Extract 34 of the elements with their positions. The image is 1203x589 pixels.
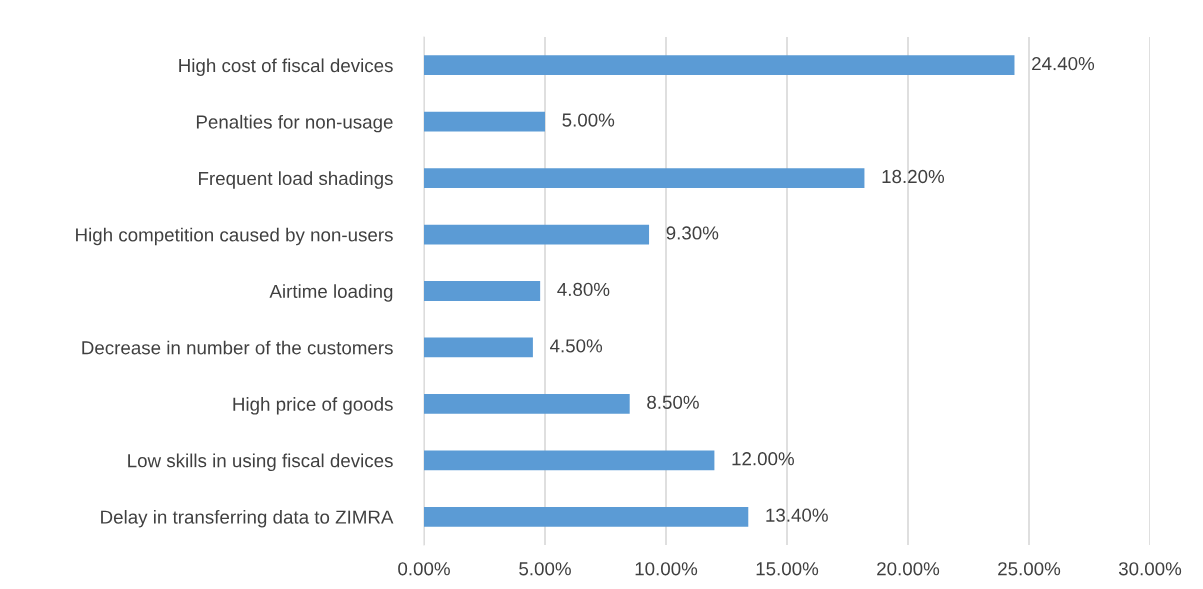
bar	[424, 337, 533, 358]
data-label: 4.50%	[550, 339, 603, 353]
x-tick-label: 20.00%	[877, 562, 940, 576]
bar	[424, 224, 650, 245]
x-tick-label: 5.00%	[519, 562, 571, 576]
x-tick-label: 10.00%	[635, 562, 698, 576]
y-tick-label: Airtime loading	[269, 284, 393, 302]
data-label: 8.50%	[647, 395, 699, 409]
bar	[424, 450, 715, 471]
bar	[424, 168, 865, 188]
bar	[424, 281, 541, 301]
x-tick-label: 30.00%	[1118, 562, 1182, 576]
data-label: 4.80%	[557, 282, 610, 297]
bar	[424, 111, 545, 132]
data-label: 24.40%	[1032, 56, 1095, 71]
bar	[424, 506, 749, 527]
y-tick-label: Penalties for non-usage	[196, 114, 393, 133]
y-tick-label: High competition caused by non-users	[76, 227, 393, 246]
data-label: 5.00%	[562, 113, 615, 127]
x-tick-label: 25.00%	[998, 562, 1061, 576]
y-tick-label: High cost of fiscal devices	[179, 58, 393, 76]
y-tick-label: High price of goods	[233, 397, 393, 415]
bar	[424, 55, 1015, 76]
data-label: 13.40%	[766, 508, 828, 522]
bar	[424, 394, 630, 414]
x-tick-label: 15.00%	[756, 562, 819, 576]
x-tick-label: 0.00%	[398, 562, 450, 576]
data-label: 18.20%	[882, 169, 945, 184]
data-label: 9.30%	[666, 226, 719, 240]
y-tick-label: Frequent load shadings	[199, 171, 393, 189]
y-tick-label: Decrease in number of the customers	[82, 340, 393, 355]
data-label: 12.00%	[732, 452, 794, 466]
y-tick-label: Delay in transferring data to ZIMRA	[101, 509, 394, 528]
y-tick-label: Low skills in using fiscal devices	[128, 453, 393, 472]
